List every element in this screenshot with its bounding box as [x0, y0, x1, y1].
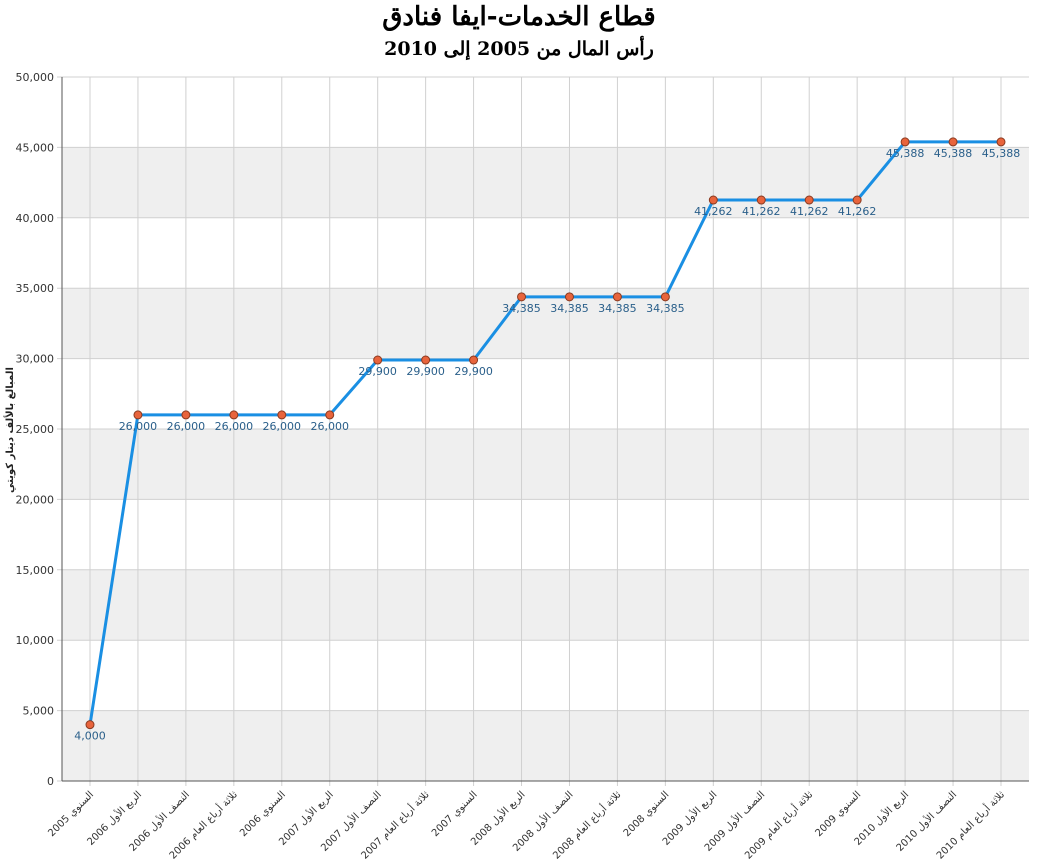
y-axis-label: المبالغ بالألف دينار كويتي [3, 367, 16, 493]
data-point [229, 410, 239, 420]
grid-band [62, 147, 1029, 218]
x-tick-label: السنوي 2006 [238, 789, 288, 839]
data-point [277, 410, 287, 420]
data-points [85, 137, 1006, 730]
data-label: 26,000 [167, 420, 206, 433]
y-tick-label: 5,000 [23, 705, 55, 718]
y-tick-label: 20,000 [16, 493, 55, 506]
series-line [88, 140, 1001, 725]
data-label: 26,000 [215, 420, 254, 433]
y-tick-label: 10,000 [16, 634, 55, 647]
data-point [612, 292, 622, 302]
data-label: 41,262 [838, 205, 877, 218]
data-label: 45,388 [934, 147, 973, 160]
data-point [948, 137, 958, 147]
data-label: 41,262 [694, 205, 733, 218]
data-point [517, 292, 527, 302]
x-tick-label: السنوي 2009 [814, 789, 864, 839]
data-point [373, 355, 383, 365]
x-tick-label: السنوي 2007 [430, 789, 480, 839]
data-label: 41,262 [790, 205, 829, 218]
data-label: 29,900 [358, 365, 397, 378]
data-label: 34,385 [550, 302, 589, 315]
y-tick-label: 15,000 [16, 564, 55, 577]
y-tick-label: 0 [47, 775, 54, 788]
data-point [421, 355, 431, 365]
data-label: 4,000 [74, 730, 106, 743]
data-point [852, 195, 862, 205]
background-bands [62, 147, 1029, 781]
data-point [85, 720, 95, 730]
grid-band [62, 710, 1029, 781]
data-point [708, 195, 718, 205]
x-tick-label: السنوي 2005 [46, 789, 96, 839]
data-label: 45,388 [982, 147, 1021, 160]
data-point [564, 292, 574, 302]
data-point [660, 292, 670, 302]
data-point [325, 410, 335, 420]
x-tick-label: السنوي 2008 [622, 789, 672, 839]
y-tick-label: 25,000 [16, 423, 55, 436]
data-point [756, 195, 766, 205]
data-label: 34,385 [646, 302, 685, 315]
chart-title: قطاع الخدمات-ايفا فنادق [382, 2, 656, 32]
gridlines [57, 76, 1029, 786]
grid-band [62, 429, 1029, 500]
series-line-path [88, 140, 1001, 725]
data-label: 41,262 [742, 205, 781, 218]
y-tick-labels: 0 5,000 10,000 15,000 20,000 25,000 30,000 35,0… [16, 71, 55, 788]
y-tick-label: 45,000 [16, 141, 55, 154]
data-point [133, 410, 143, 420]
data-label: 34,385 [598, 302, 637, 315]
grid-band [62, 569, 1029, 641]
y-tick-label: 30,000 [16, 353, 55, 366]
axes [61, 77, 1029, 782]
data-point [900, 137, 910, 147]
data-label: 29,900 [454, 365, 493, 378]
data-point [996, 137, 1006, 147]
data-point [804, 195, 814, 205]
data-point [181, 410, 191, 420]
data-label: 29,900 [406, 365, 445, 378]
data-point [469, 355, 479, 365]
y-tick-label: 40,000 [16, 212, 55, 225]
data-label: 26,000 [310, 420, 349, 433]
grid-band [62, 288, 1029, 359]
y-tick-label: 50,000 [16, 71, 55, 84]
chart-subtitle: رأس المال من 2005 إلى 2010 [384, 38, 654, 60]
y-tick-label: 35,000 [16, 282, 55, 295]
data-labels: 4,000 26,000 26,000 26,000 26,000 26,000 29,90… [74, 147, 1020, 743]
data-label: 26,000 [263, 420, 302, 433]
data-label: 45,388 [886, 147, 925, 160]
data-label: 34,385 [502, 302, 541, 315]
data-label: 26,000 [119, 420, 158, 433]
